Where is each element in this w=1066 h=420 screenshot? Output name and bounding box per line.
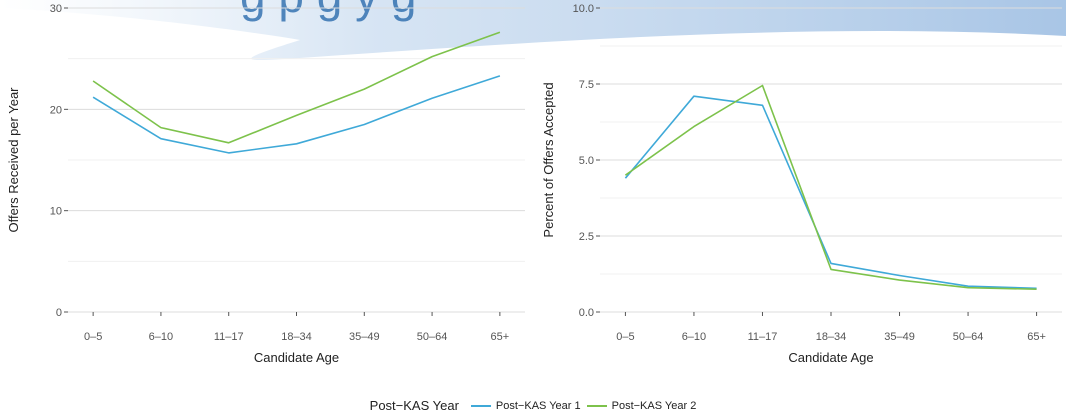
x-tick-label: 35–49: [349, 331, 380, 343]
x-tick-label: 18–34: [816, 331, 847, 343]
y-tick-label: 10: [50, 206, 62, 218]
legend-swatch-year-1: [470, 404, 491, 407]
x-tick-label: 11–17: [748, 331, 778, 343]
legend-item-year-1: Post−KAS Year 1: [470, 399, 581, 412]
x-tick-label: 0–5: [616, 331, 634, 343]
legend-title: Post−KAS Year: [369, 398, 459, 413]
series-line-year-2: [624, 84, 1037, 290]
y-axis-title: Offers Received per Year: [6, 87, 21, 233]
legend-swatch-year-2: [586, 404, 607, 407]
y-axis-title: Percent of Offers Accepted: [541, 82, 556, 237]
legend: Post−KAS Year Post−KAS Year 1 Post−KAS Y…: [0, 398, 1066, 413]
chart-1: 0 10 20 30 0–5 6–10 11–17 18–34 35–49 50–64 65+ Can…: [6, 3, 525, 365]
x-axis-title: Candidate Age: [788, 350, 873, 365]
y-tick-label: 30: [50, 3, 62, 15]
series-line-year-1: [92, 75, 501, 154]
y-tick-label: 20: [50, 104, 62, 116]
y-tick-label: 5.0: [579, 155, 594, 167]
charts-area: 0 10 20 30 0–5 6–10 11–17 18–34 35–49 50–64 65+ Can…: [6, 3, 1062, 365]
y-tick-label: 7.5: [579, 79, 594, 91]
x-tick-label: 50–64: [417, 331, 448, 343]
y-tick-label: 0.0: [579, 307, 594, 319]
legend-label-year-1: Post−KAS Year 1: [495, 399, 581, 412]
x-tick-label: 11–17: [214, 331, 244, 343]
x-tick-label: 0–5: [84, 331, 102, 343]
x-tick-label: 50–64: [953, 331, 984, 343]
x-tick-label: 65+: [1027, 331, 1046, 343]
y-tick-label: 10.0: [573, 3, 594, 15]
x-tick-label: 65+: [491, 331, 510, 343]
x-axis-title: Candidate Age: [254, 350, 339, 365]
chart-2: 0.0 2.5 5.0 7.5 10.0 0–5 6–10 11–17 18–34 35–49 50…: [541, 3, 1062, 365]
series-line-year-1: [624, 95, 1037, 290]
series-line-year-2: [92, 31, 501, 144]
y-tick-label: 2.5: [579, 231, 594, 243]
header-swoosh: [0, 0, 1066, 61]
legend-label-year-2: Post−KAS Year 2: [611, 399, 697, 412]
x-tick-label: 6–10: [149, 331, 173, 343]
y-tick-label: 0: [56, 307, 62, 319]
x-tick-label: 6–10: [682, 331, 706, 343]
legend-item-year-2: Post−KAS Year 2: [586, 399, 697, 412]
header-title-fragment: g p g y g: [240, 0, 416, 22]
x-tick-label: 35–49: [884, 331, 915, 343]
x-tick-label: 18–34: [281, 331, 312, 343]
